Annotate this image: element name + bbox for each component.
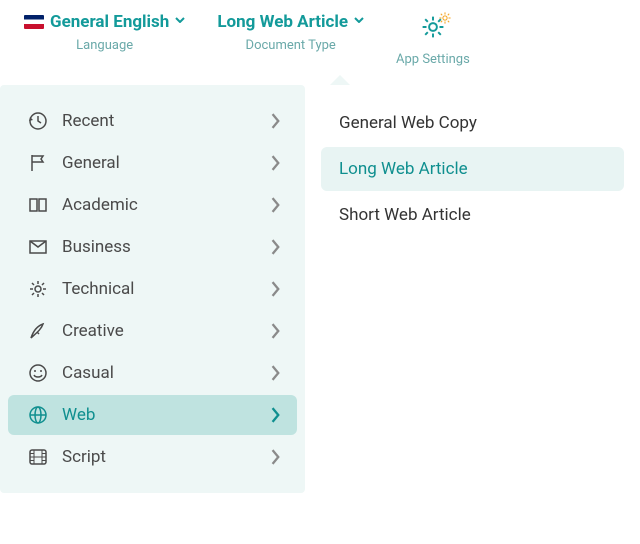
chevron-right-icon xyxy=(271,365,281,381)
option-list: General Web CopyLong Web ArticleShort We… xyxy=(305,85,640,493)
book-icon xyxy=(28,195,48,215)
category-label: Recent xyxy=(62,111,114,131)
category-label: Academic xyxy=(62,195,138,215)
option-item[interactable]: Short Web Article xyxy=(321,193,624,237)
film-icon xyxy=(28,447,48,467)
category-item-casual[interactable]: Casual xyxy=(8,353,297,393)
language-selector[interactable]: General English xyxy=(24,12,185,32)
category-label: Technical xyxy=(62,279,134,299)
uk-flag-icon xyxy=(24,15,44,29)
category-item-script[interactable]: Script xyxy=(8,437,297,477)
category-item-business[interactable]: Business xyxy=(8,227,297,267)
chevron-right-icon xyxy=(271,155,281,171)
doctype-selector[interactable]: Long Web Article xyxy=(217,12,364,32)
chevron-right-icon xyxy=(271,281,281,297)
app-settings-button[interactable] xyxy=(416,12,450,46)
chevron-right-icon xyxy=(271,407,281,423)
category-list: Recent General Academic Business Technical Cr… xyxy=(0,85,305,493)
language-selector-col: General English Language xyxy=(24,12,185,53)
category-item-technical[interactable]: Technical xyxy=(8,269,297,309)
category-label: Business xyxy=(62,237,131,257)
category-item-creative[interactable]: Creative xyxy=(8,311,297,351)
category-label: Web xyxy=(62,405,95,425)
chevron-right-icon xyxy=(271,449,281,465)
chevron-right-icon xyxy=(271,197,281,213)
chevron-right-icon xyxy=(271,323,281,339)
option-item[interactable]: Long Web Article xyxy=(321,147,624,191)
chevron-right-icon xyxy=(271,113,281,129)
settings-sublabel: App Settings xyxy=(396,52,470,67)
chevron-right-icon xyxy=(271,239,281,255)
globe-icon xyxy=(28,405,48,425)
category-label: General xyxy=(62,153,120,173)
language-sublabel: Language xyxy=(76,38,133,53)
doctype-sublabel: Document Type xyxy=(246,38,336,53)
language-label: General English xyxy=(50,12,169,32)
doctype-selector-col: Long Web Article Document Type xyxy=(217,12,364,53)
flag-icon xyxy=(28,153,48,173)
chevron-down-icon xyxy=(354,17,364,27)
panel-caret-icon xyxy=(330,75,350,85)
pen-icon xyxy=(28,321,48,341)
gear-small-icon xyxy=(438,10,452,29)
category-item-web[interactable]: Web xyxy=(8,395,297,435)
category-label: Creative xyxy=(62,321,124,341)
mail-icon xyxy=(28,237,48,257)
settings-col: App Settings xyxy=(396,12,470,67)
option-item[interactable]: General Web Copy xyxy=(321,101,624,145)
smile-icon xyxy=(28,363,48,383)
doctype-label: Long Web Article xyxy=(217,12,348,32)
category-item-academic[interactable]: Academic xyxy=(8,185,297,225)
recent-icon xyxy=(28,111,48,131)
chevron-down-icon xyxy=(175,17,185,27)
category-item-general[interactable]: General xyxy=(8,143,297,183)
category-label: Casual xyxy=(62,363,114,383)
category-label: Script xyxy=(62,447,106,467)
category-item-recent[interactable]: Recent xyxy=(8,101,297,141)
gear-icon xyxy=(28,279,48,299)
dropdown-panel: Recent General Academic Business Technical Cr… xyxy=(0,85,640,493)
header-bar: General English Language Long Web Articl… xyxy=(0,0,640,67)
